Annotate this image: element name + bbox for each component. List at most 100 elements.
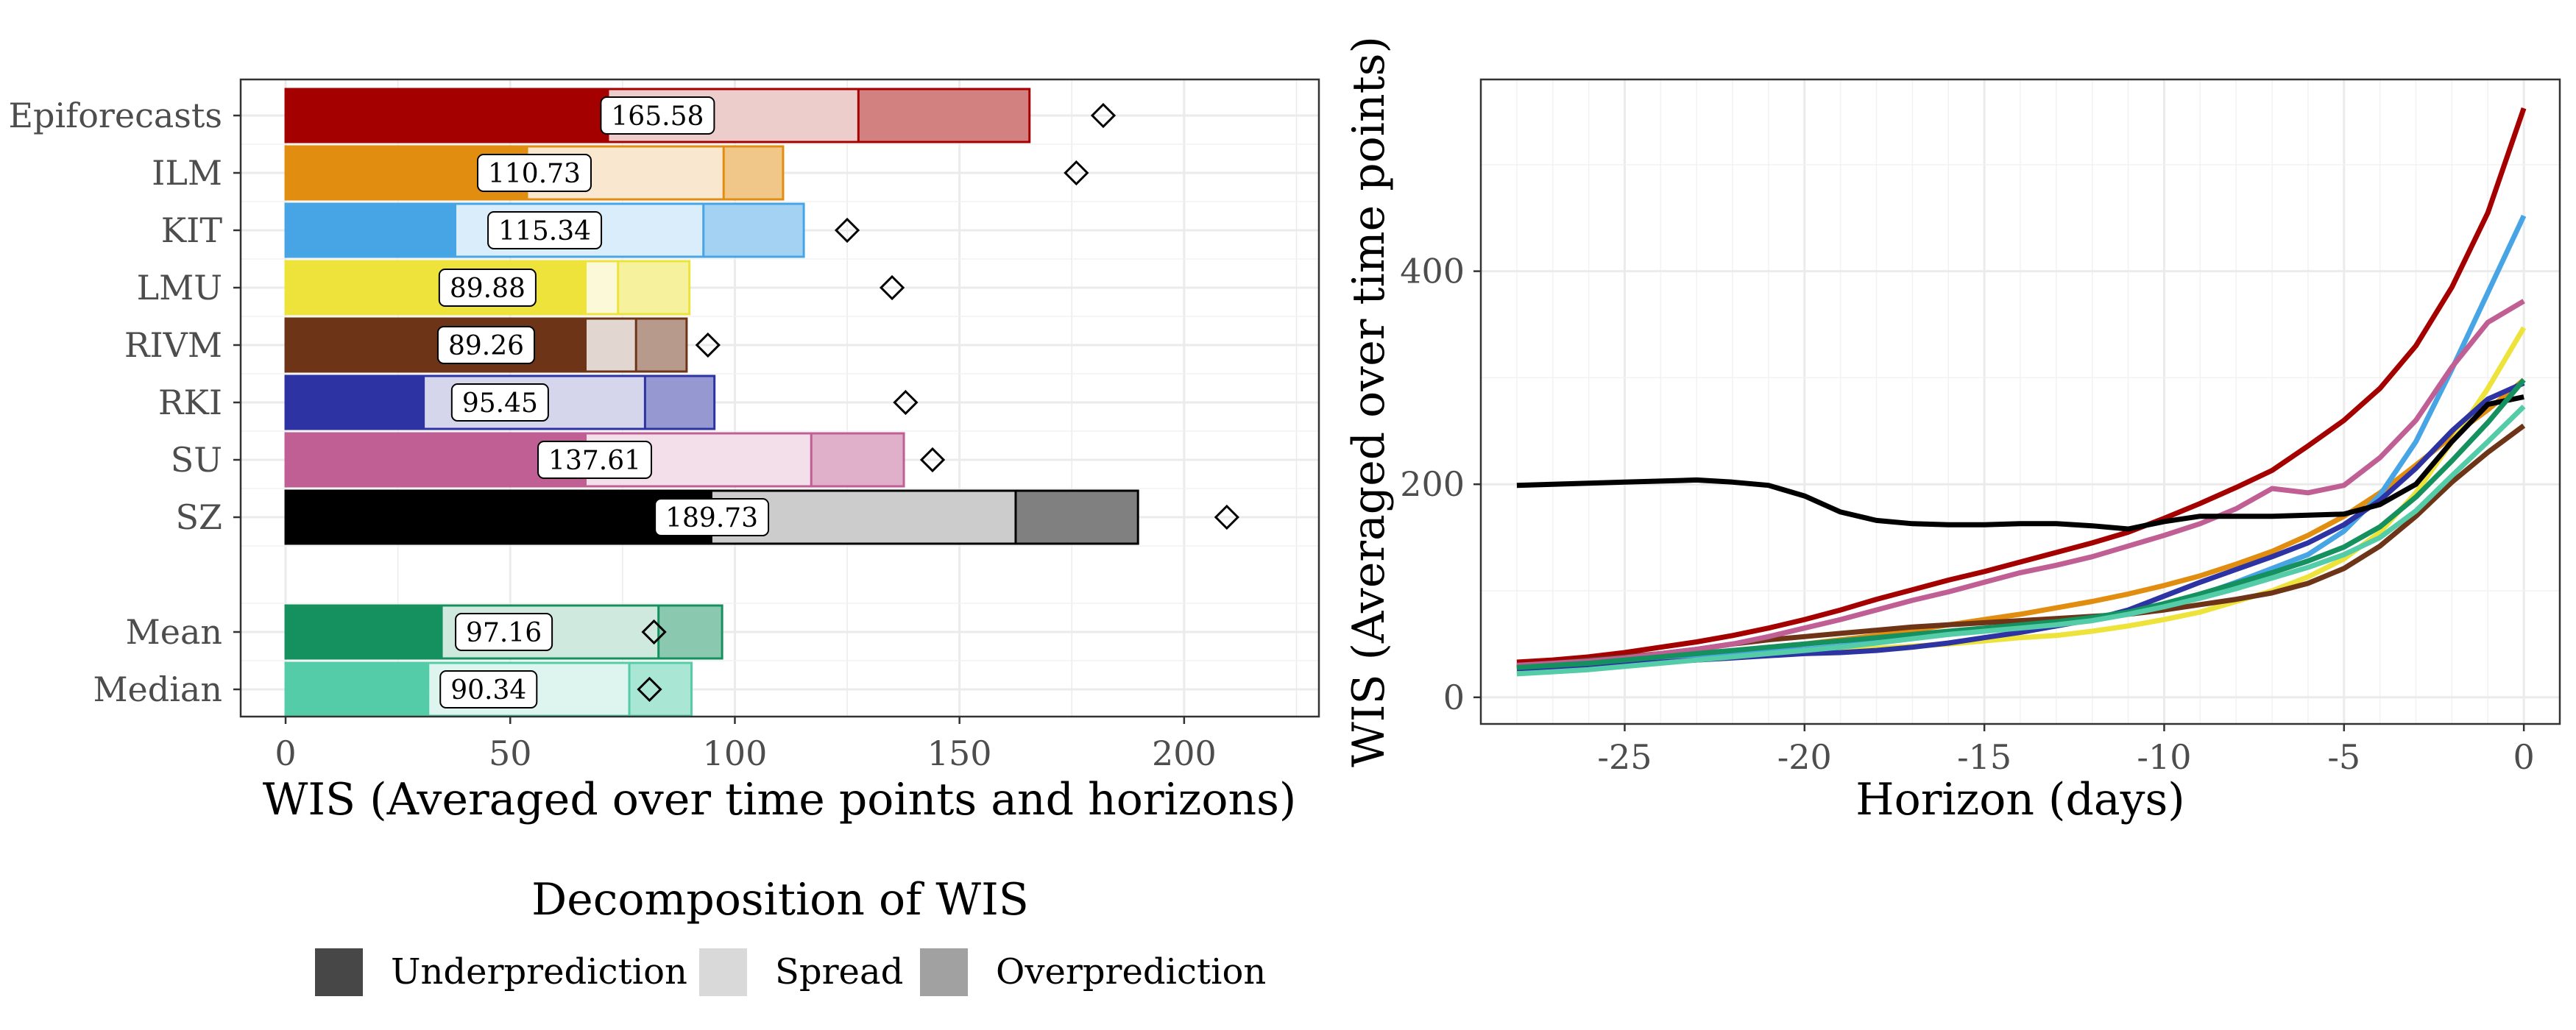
bar-sz-overprediction (1015, 491, 1139, 544)
line-mean (1516, 378, 2526, 670)
y-tick-label-ilm: ILM (152, 153, 222, 193)
bar-kit-underprediction (286, 204, 456, 257)
diamond-sz (1214, 504, 1239, 530)
diamond-median (637, 676, 662, 703)
data-label-text-median: 90.34 (450, 675, 526, 706)
left-x-tick-label-100: 100 (703, 734, 768, 773)
data-label-box-mean (455, 613, 553, 651)
wis-decomposition-bar-chart: 165.58 110.73 115.34 89.88 89.26 95.45 137.61 1… (8, 78, 1320, 825)
left-x-tick-label-0: 0 (275, 734, 296, 773)
y-tick-label-epiforecasts: Epiforecasts (8, 96, 222, 135)
right-x-tick-labels: -25 -20 -15 -10 -5 0 (1597, 724, 2535, 777)
data-label-ilm: 110.73 (477, 154, 592, 192)
bar-ilm-outline (284, 145, 785, 201)
right-y-tick-label-400: 400 (1400, 252, 1465, 291)
data-label-lmu: 89.88 (438, 269, 537, 307)
data-label-box-kit (487, 211, 603, 249)
data-label-box-epiforecasts (600, 96, 715, 135)
left-data-labels: 165.58 110.73 115.34 89.88 89.26 95.45 137.61 1… (436, 96, 770, 708)
diamond-rki (893, 389, 919, 416)
diamond-ilm (1064, 160, 1089, 186)
bar-epiforecasts-underprediction (286, 89, 609, 142)
data-label-su: 137.61 (537, 441, 653, 479)
data-label-sz: 189.73 (654, 498, 770, 536)
data-label-box-lmu (438, 269, 537, 307)
line-epiforecasts (1516, 107, 2527, 665)
bar-ilm-overprediction (723, 146, 783, 199)
data-label-text-kit: 115.34 (498, 216, 591, 246)
right-x-axis-label: Horizon (days) (1855, 774, 2184, 825)
right-x-tick-label--10: -10 (2137, 737, 2191, 777)
data-label-text-rivm: 89.26 (448, 331, 524, 361)
right-x-tick-label--25: -25 (1597, 737, 1652, 777)
diamond-epiforecasts (1090, 102, 1117, 129)
data-label-text-lmu: 89.88 (450, 274, 526, 304)
data-label-kit: 115.34 (487, 211, 603, 249)
y-tick-label-kit: KIT (161, 210, 223, 250)
y-tick-label-sz: SZ (176, 497, 222, 537)
data-label-box-median (439, 670, 538, 708)
diamond-rivm (695, 332, 721, 358)
bar-sz-underprediction (286, 491, 712, 544)
right-x-tick-label--20: -20 (1777, 737, 1832, 777)
data-label-box-sz (654, 498, 770, 536)
right-x-tick-label--5: -5 (2327, 737, 2360, 777)
legend-swatch-overprediction (920, 948, 968, 996)
data-label-mean: 97.16 (455, 613, 553, 651)
right-y-tick-label-0: 0 (1443, 678, 1465, 717)
right-series-lines (1516, 107, 2527, 677)
bar-mean-underprediction (286, 605, 443, 658)
bar-lmu-overprediction (618, 261, 690, 314)
data-label-median: 90.34 (439, 670, 538, 708)
line-median (1516, 404, 2526, 677)
data-label-box-su (537, 441, 653, 479)
data-label-rivm: 89.26 (436, 326, 536, 364)
legend-label-underprediction: Underprediction (391, 951, 687, 992)
legend-label-spread: Spread (775, 951, 903, 992)
legend-swatch-spread (699, 948, 747, 996)
y-tick-label-su: SU (171, 440, 222, 480)
data-label-box-ilm (477, 154, 592, 192)
diamond-su (919, 447, 946, 473)
left-plot-border (239, 78, 1320, 718)
data-label-text-rki: 95.45 (462, 388, 538, 419)
right-y-tick-labels: 0 200 400 (1400, 252, 1481, 717)
bar-kit-outline (284, 202, 805, 258)
bar-rivm-overprediction (636, 319, 687, 372)
right-x-tick-label-0: 0 (2513, 737, 2534, 777)
data-label-box-rivm (436, 326, 536, 364)
bar-lmu-underprediction (286, 261, 587, 314)
left-x-tick-label-50: 50 (489, 734, 532, 773)
y-tick-label-lmu: LMU (137, 268, 222, 308)
y-tick-label-rki: RKI (158, 383, 222, 422)
bar-rivm-outline (284, 317, 688, 373)
right-gridlines (1481, 79, 2560, 724)
legend-swatch-underprediction (315, 948, 363, 996)
right-x-tick-label--15: -15 (1957, 737, 2011, 777)
diamond-kit (834, 217, 860, 244)
data-label-box-rki (450, 383, 549, 422)
diamond-mean (641, 619, 667, 645)
legend-label-overprediction: Overprediction (996, 951, 1266, 992)
bar-mean-outline (284, 604, 723, 660)
bar-su-outline (284, 432, 905, 488)
bar-epiforecasts-overprediction (858, 89, 1030, 142)
data-label-rki: 95.45 (450, 383, 549, 422)
bar-rki-underprediction (286, 376, 425, 429)
data-label-epiforecasts: 165.58 (600, 96, 715, 135)
left-x-tick-label-200: 200 (1152, 734, 1217, 773)
y-tick-label-rivm: RIVM (124, 325, 222, 365)
legend-items: Underprediction Spread Overprediction (315, 948, 1266, 996)
legend: Decomposition of WIS Underprediction Spre… (315, 874, 1266, 996)
left-x-tick-label-150: 150 (927, 734, 992, 773)
bar-su-overprediction (811, 433, 905, 486)
right-y-tick-label-200: 200 (1400, 464, 1465, 504)
bar-median-underprediction (286, 663, 430, 716)
bar-sz-outline (284, 489, 1139, 545)
bar-epiforecasts-outline (284, 88, 1031, 143)
left-x-axis-label: WIS (Averaged over time points and horiz… (263, 774, 1297, 825)
bar-mean-overprediction (658, 605, 723, 658)
y-tick-label-median: Median (93, 670, 222, 709)
bar-rki-overprediction (645, 376, 715, 429)
